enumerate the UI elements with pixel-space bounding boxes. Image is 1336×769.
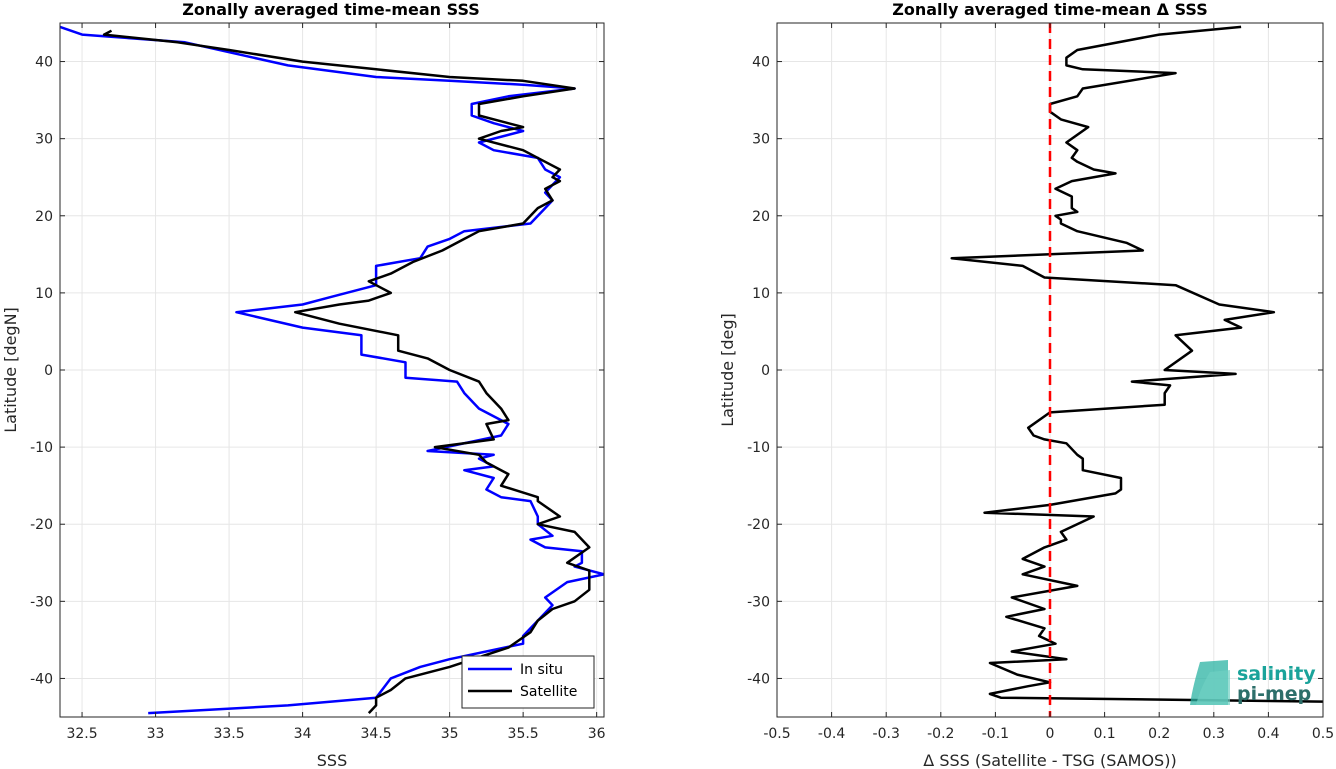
left-y-tick-label: 20 <box>35 209 53 225</box>
left-x-tick-label: 36 <box>588 726 606 742</box>
left-y-tick-label: 40 <box>35 55 53 71</box>
left-y-tick-label: 10 <box>35 286 53 302</box>
right-y-axis-label: Latitude [deg] <box>718 313 737 427</box>
left-x-tick-label: 35 <box>441 726 459 742</box>
left-x-axis-label: SSS <box>317 751 347 769</box>
left-x-tick-label: 34.5 <box>361 726 392 742</box>
left-y-tick-label: 0 <box>44 363 53 379</box>
left-y-tick-label: -20 <box>30 517 53 533</box>
right-series-group <box>950 23 1323 717</box>
logo-wave-icon-2 <box>1196 670 1230 705</box>
left-y-tick-label: -40 <box>30 671 53 687</box>
right-x-tick-label: 0.2 <box>1148 726 1170 742</box>
right-x-axis-label: Δ SSS (Satellite - TSG (SAMOS)) <box>923 751 1176 769</box>
right-series-line-0 <box>950 25 1323 703</box>
right-y-tick-label: 10 <box>752 286 770 302</box>
right-y-tick-label: -40 <box>747 671 770 687</box>
right-y-tick-label: 30 <box>752 132 770 148</box>
left-chart-title: Zonally averaged time-mean SSS <box>182 0 480 19</box>
right-x-tick-label: 0 <box>1046 726 1055 742</box>
right-x-tick-label: 0.1 <box>1093 726 1115 742</box>
right-x-tick-label: -0.2 <box>927 726 954 742</box>
left-series-group <box>60 25 604 715</box>
salinity-pi-mep-logo: salinity pi-mep <box>1190 660 1316 705</box>
right-ticks: -0.5 -0.4 -0.3 -0.2 -0.1 0 0.1 0.2 0.3 0.4 0.5 -40 -… <box>747 23 1334 742</box>
right-x-tick-label: 0.4 <box>1257 726 1279 742</box>
right-y-tick-label: -10 <box>747 440 770 456</box>
right-x-tick-label: -0.3 <box>873 726 900 742</box>
logo-text-pi-mep: pi-mep <box>1237 683 1311 705</box>
right-y-tick-label: 0 <box>761 363 770 379</box>
right-x-tick-label: -0.4 <box>818 726 845 742</box>
right-chart: Zonally averaged time-mean Δ SSS -0.5 -0.… <box>718 0 1334 769</box>
left-x-tick-label: 33.5 <box>213 726 244 742</box>
right-chart-title: Zonally averaged time-mean Δ SSS <box>892 0 1208 19</box>
right-x-tick-label: -0.5 <box>763 726 790 742</box>
left-y-tick-label: -30 <box>30 594 53 610</box>
left-y-tick-label: 30 <box>35 132 53 148</box>
left-x-tick-label: 33 <box>147 726 165 742</box>
legend-label-in-situ: In situ <box>520 662 563 678</box>
left-y-axis-label: Latitude [degN] <box>1 307 20 433</box>
right-x-tick-label: 0.5 <box>1312 726 1334 742</box>
right-x-tick-label: -0.1 <box>982 726 1009 742</box>
left-y-tick-label: -10 <box>30 440 53 456</box>
legend: In situ Satellite <box>461 655 595 709</box>
logo-text-salinity: salinity <box>1237 663 1316 685</box>
left-chart: Zonally averaged time-mean SSS 32.5 33 33.… <box>1 0 606 769</box>
left-x-tick-label: 35.5 <box>508 726 539 742</box>
right-y-tick-label: 40 <box>752 55 770 71</box>
right-x-tick-label: 0.3 <box>1203 726 1225 742</box>
right-y-tick-label: 20 <box>752 209 770 225</box>
legend-label-satellite: Satellite <box>520 684 577 700</box>
right-y-tick-label: -20 <box>747 517 770 533</box>
left-ticks: 32.5 33 33.5 34 34.5 35 35.5 36 -40 -30 -20 -10 0 10 2… <box>30 23 606 742</box>
left-series-line-in-situ <box>60 25 604 715</box>
left-x-tick-label: 34 <box>294 726 312 742</box>
left-series-line-satellite <box>102 29 591 714</box>
right-y-tick-label: -30 <box>747 594 770 610</box>
legend-box <box>461 655 595 709</box>
left-x-tick-label: 32.5 <box>66 726 97 742</box>
